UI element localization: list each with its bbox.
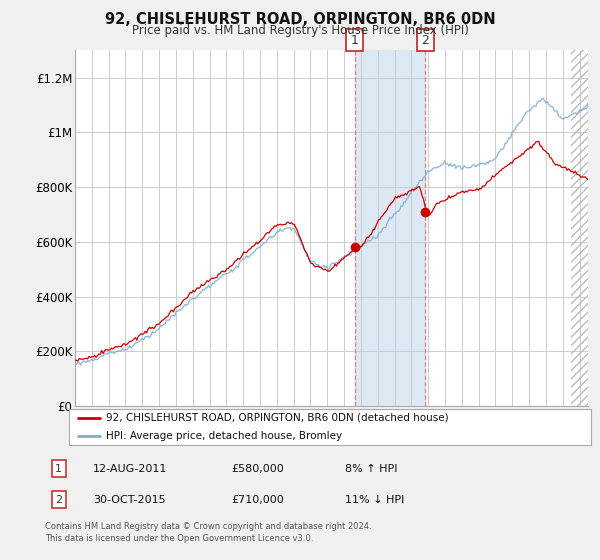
Text: 2: 2 <box>421 34 429 47</box>
Bar <box>571 50 588 406</box>
Text: 12-AUG-2011: 12-AUG-2011 <box>93 464 167 474</box>
Text: Price paid vs. HM Land Registry's House Price Index (HPI): Price paid vs. HM Land Registry's House … <box>131 24 469 36</box>
Text: This data is licensed under the Open Government Licence v3.0.: This data is licensed under the Open Gov… <box>45 534 313 543</box>
Text: Contains HM Land Registry data © Crown copyright and database right 2024.: Contains HM Land Registry data © Crown c… <box>45 522 371 531</box>
Text: £580,000: £580,000 <box>231 464 284 474</box>
Text: 92, CHISLEHURST ROAD, ORPINGTON, BR6 0DN (detached house): 92, CHISLEHURST ROAD, ORPINGTON, BR6 0DN… <box>106 413 448 423</box>
Text: 92, CHISLEHURST ROAD, ORPINGTON, BR6 0DN: 92, CHISLEHURST ROAD, ORPINGTON, BR6 0DN <box>104 12 496 27</box>
Text: HPI: Average price, detached house, Bromley: HPI: Average price, detached house, Brom… <box>106 431 341 441</box>
Text: 1: 1 <box>350 34 358 47</box>
Text: 11% ↓ HPI: 11% ↓ HPI <box>345 494 404 505</box>
Bar <box>355 50 425 406</box>
Text: 2: 2 <box>55 494 62 505</box>
Text: 8% ↑ HPI: 8% ↑ HPI <box>345 464 398 474</box>
Text: 1: 1 <box>55 464 62 474</box>
Text: 30-OCT-2015: 30-OCT-2015 <box>93 494 166 505</box>
Text: £710,000: £710,000 <box>231 494 284 505</box>
